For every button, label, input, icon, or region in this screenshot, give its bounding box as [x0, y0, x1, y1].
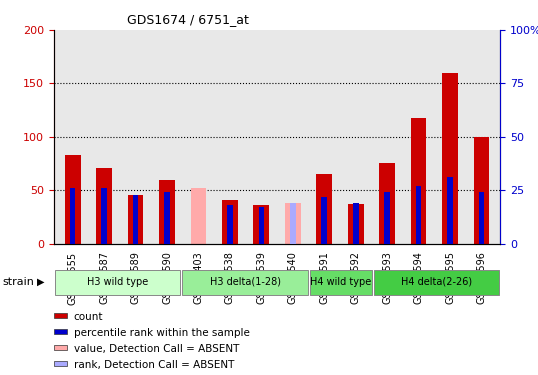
Bar — [222, 200, 238, 244]
Bar — [416, 186, 421, 244]
Bar — [384, 192, 390, 244]
Text: value, Detection Call = ABSENT: value, Detection Call = ABSENT — [74, 344, 239, 354]
Bar — [54, 313, 67, 318]
Bar — [159, 180, 175, 244]
Bar — [128, 195, 144, 244]
Bar — [348, 204, 364, 244]
Bar — [54, 360, 67, 366]
Text: GDS1674 / 6751_at: GDS1674 / 6751_at — [128, 13, 249, 26]
Bar — [410, 118, 427, 244]
Text: H4 wild type: H4 wild type — [310, 277, 371, 286]
Bar — [54, 345, 67, 350]
Bar — [353, 203, 358, 244]
Bar — [96, 168, 112, 244]
Bar — [70, 188, 75, 244]
Text: H3 delta(1-28): H3 delta(1-28) — [210, 277, 281, 286]
Bar — [182, 270, 308, 295]
Text: count: count — [74, 312, 103, 322]
Bar — [310, 270, 372, 295]
Bar — [259, 207, 264, 244]
Bar — [379, 162, 395, 244]
Bar — [65, 155, 81, 244]
Bar — [190, 188, 206, 244]
Text: H3 wild type: H3 wild type — [87, 277, 148, 286]
Bar — [227, 205, 233, 244]
Bar — [321, 197, 327, 244]
Bar — [55, 270, 180, 295]
Bar — [253, 205, 269, 244]
Bar — [101, 188, 107, 244]
Text: ▶: ▶ — [37, 277, 44, 287]
Bar — [133, 195, 138, 244]
Text: rank, Detection Call = ABSENT: rank, Detection Call = ABSENT — [74, 360, 234, 370]
Text: percentile rank within the sample: percentile rank within the sample — [74, 328, 250, 338]
Text: strain: strain — [3, 277, 34, 287]
Bar — [374, 270, 499, 295]
Bar — [285, 203, 301, 244]
Bar — [447, 177, 453, 244]
Text: H4 delta(2-26): H4 delta(2-26) — [401, 277, 472, 286]
Bar — [290, 203, 295, 244]
Bar — [54, 328, 67, 334]
Bar — [479, 192, 484, 244]
Bar — [164, 192, 170, 244]
Bar — [442, 73, 458, 244]
Bar — [473, 137, 490, 244]
Bar — [316, 174, 332, 244]
